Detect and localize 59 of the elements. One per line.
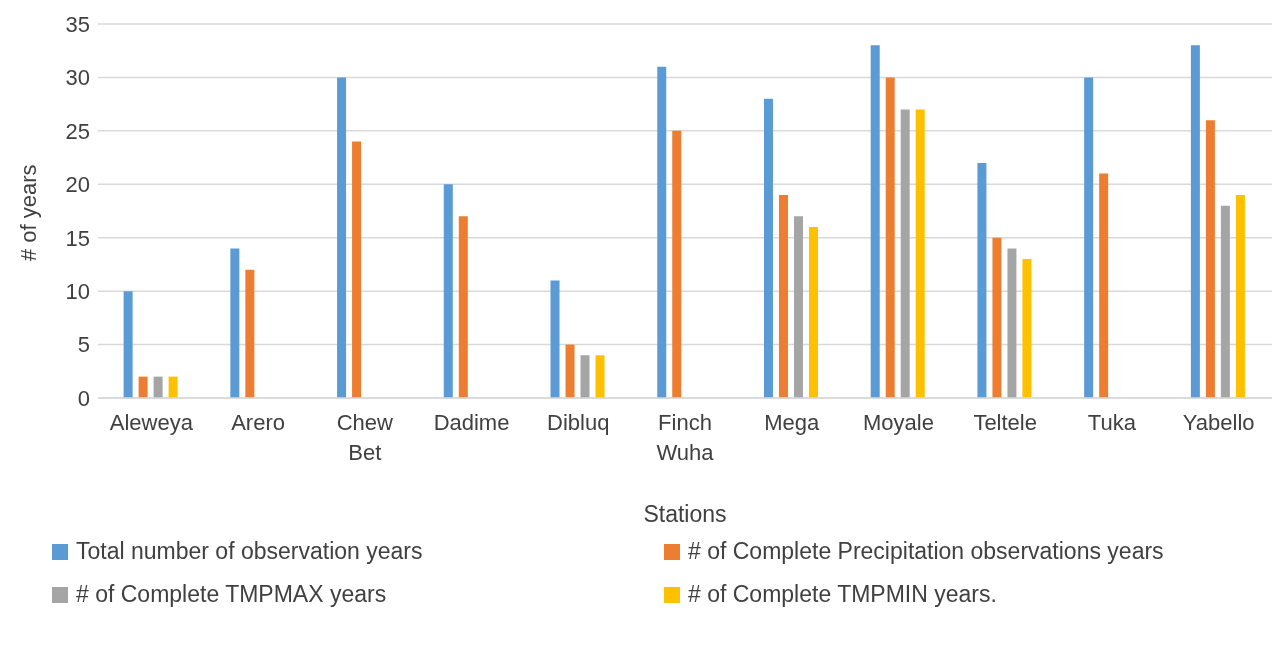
y-tick-label: 35 <box>65 11 90 37</box>
bar <box>565 344 575 398</box>
bar <box>808 227 818 398</box>
x-tick-label: Yabello <box>1182 410 1255 435</box>
legend-label: # of Complete Precipitation observations years <box>688 538 1164 565</box>
x-tick-label: Dibluq <box>547 410 610 435</box>
bar <box>580 355 590 398</box>
y-tick-label: 20 <box>65 172 90 198</box>
bar <box>230 248 240 398</box>
y-tick-label: 15 <box>65 225 90 251</box>
x-tick-label: Dadime <box>433 410 510 435</box>
bar <box>900 109 910 398</box>
bar <box>595 355 605 398</box>
bar <box>138 376 148 398</box>
bar <box>123 291 133 398</box>
bar <box>915 109 925 398</box>
x-tick-label: Mega <box>764 410 820 435</box>
bar <box>352 141 362 398</box>
bar <box>657 66 667 398</box>
y-axis-title: # of years <box>15 164 41 261</box>
y-tick-label: 10 <box>65 278 90 304</box>
bar <box>458 216 468 398</box>
bar <box>977 162 987 398</box>
bar <box>443 184 453 398</box>
y-tick-label: 5 <box>77 332 90 358</box>
bar <box>1084 77 1094 398</box>
bar <box>1190 45 1200 398</box>
y-tick-label: 25 <box>65 118 90 144</box>
legend-label: # of Complete TMPMAX years <box>76 581 387 608</box>
bar <box>1007 248 1017 398</box>
bar <box>793 216 803 398</box>
bar <box>337 77 347 398</box>
legend-label: Total number of observation years <box>76 538 423 565</box>
x-tick-label: Tuka <box>1087 410 1137 435</box>
y-tick-label: 30 <box>65 65 90 91</box>
bar <box>1235 194 1245 398</box>
bar <box>778 194 788 398</box>
y-tick-label: 0 <box>77 385 90 411</box>
bar <box>1205 120 1215 398</box>
bar <box>672 130 682 398</box>
x-tick-label: Chew Bet <box>336 410 394 465</box>
bar <box>245 269 255 398</box>
bar <box>763 98 773 398</box>
x-axis-title: Stations <box>643 501 727 527</box>
bar <box>1099 173 1109 398</box>
x-tick-label: Finch Wuha <box>656 410 715 465</box>
bar <box>550 280 560 398</box>
legend-label: # of Complete TMPMIN years. <box>688 581 997 608</box>
bar <box>168 376 178 398</box>
bar <box>1220 205 1230 398</box>
bar <box>992 237 1002 398</box>
bar <box>870 45 880 398</box>
bar <box>1022 259 1032 398</box>
x-tick-label: Moyale <box>862 410 934 435</box>
x-tick-label: Aleweya <box>109 410 194 435</box>
x-tick-label: Arero <box>231 410 285 435</box>
bar <box>153 376 163 398</box>
x-tick-label: Teltele <box>973 410 1037 435</box>
bar <box>885 77 895 398</box>
